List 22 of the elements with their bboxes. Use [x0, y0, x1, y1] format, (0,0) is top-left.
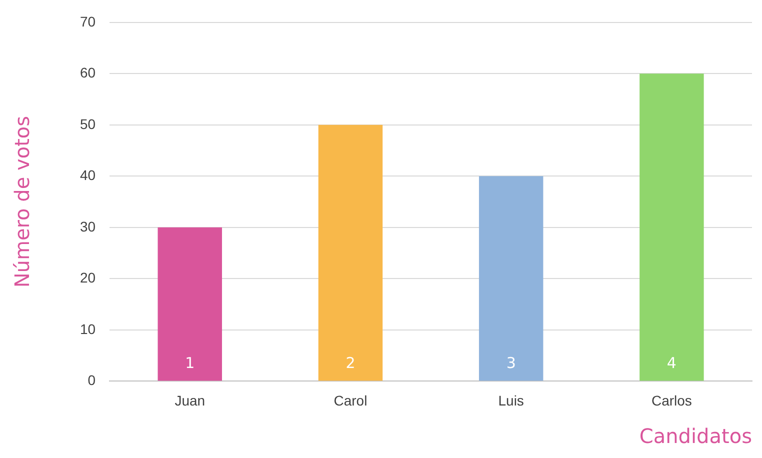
y-axis-title: Número de votos — [10, 116, 34, 288]
annotation: 3 — [506, 354, 516, 372]
x-axis-title: Candidatos — [639, 424, 752, 448]
annotation: 4 — [666, 354, 676, 372]
y-tick-label: 30 — [80, 218, 96, 234]
y-tick-label: 70 — [80, 13, 96, 30]
y-tick-label: 40 — [80, 167, 96, 184]
y-tick-label: 60 — [80, 64, 96, 81]
bar — [478, 176, 544, 381]
x-tick-label: Carol — [334, 392, 368, 408]
y-tick-label: 50 — [80, 116, 96, 132]
bar — [158, 227, 222, 381]
y-tick-label: 20 — [80, 270, 96, 286]
bar — [318, 124, 383, 381]
y-tick-label: 10 — [80, 320, 96, 337]
bar — [640, 74, 704, 381]
x-tick-label: Luis — [498, 392, 524, 408]
annotation: 1 — [185, 354, 195, 372]
annotation: 2 — [346, 354, 356, 372]
x-tick-label: Juan — [174, 392, 206, 408]
y-tick-label: 0 — [88, 372, 96, 388]
x-tick-label: Carlos — [651, 392, 692, 408]
